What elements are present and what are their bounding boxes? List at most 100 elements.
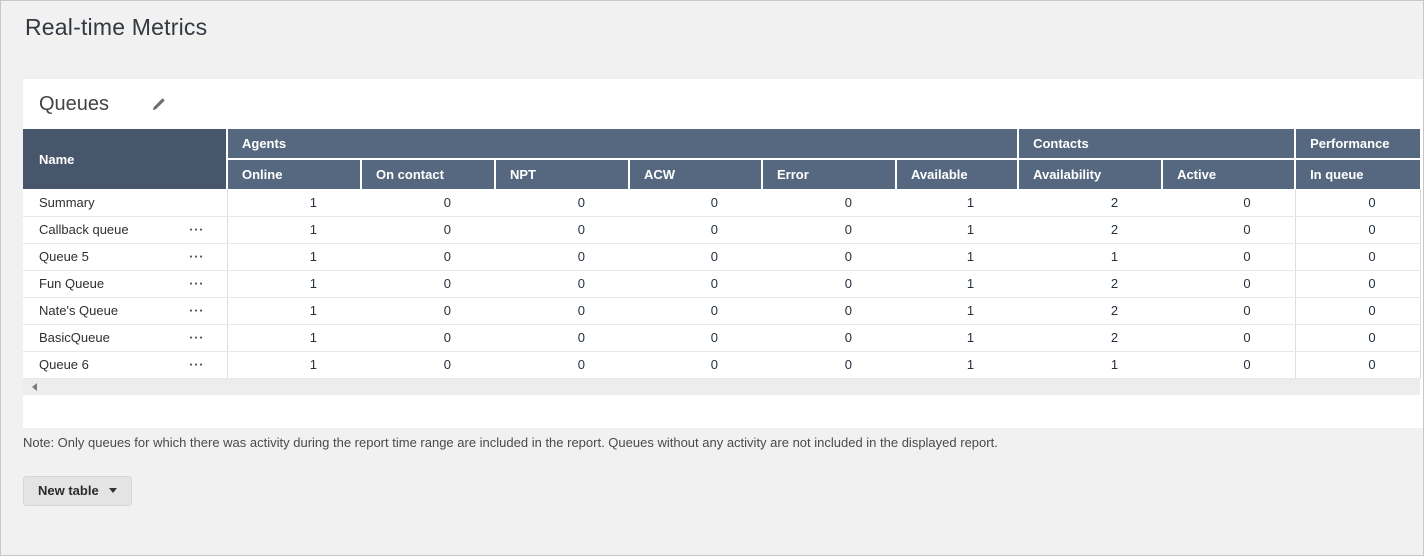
queue-name-cell: Summary — [23, 189, 228, 217]
table-row: Nate's Queue ●●● 1 0 0 0 0 1 2 0 0 — [23, 297, 1421, 325]
metric-cell: 1 — [227, 270, 361, 298]
table-row: Queue 5 ●●● 1 0 0 0 0 1 1 0 0 — [23, 243, 1421, 271]
metric-cell: 2 — [1018, 324, 1163, 352]
metric-cell: 1 — [896, 189, 1019, 217]
queue-name-cell: Queue 5 ●●● — [23, 243, 228, 271]
new-table-button[interactable]: New table — [23, 475, 132, 506]
metric-cell: 0 — [361, 351, 495, 379]
metric-cell: 0 — [762, 216, 896, 244]
metric-cell: 0 — [361, 189, 495, 217]
card-header: Queues — [23, 79, 1423, 129]
metric-cell: 0 — [629, 351, 762, 379]
metric-cell: 1 — [227, 243, 361, 271]
table-row: Queue 6 ●●● 1 0 0 0 0 1 1 0 0 — [23, 351, 1421, 379]
queue-name: Summary — [39, 194, 95, 210]
metric-cell: 1 — [896, 351, 1019, 379]
page-title: Real-time Metrics — [25, 14, 208, 40]
metric-cell: 0 — [495, 351, 629, 379]
queues-card: Queues Name Agents Contacts Performance Onli… — [23, 79, 1423, 428]
metric-cell: 1 — [227, 297, 361, 325]
report-note: Note: Only queues for which there was ac… — [23, 434, 998, 450]
card-bottom-spacer — [23, 394, 1423, 428]
metric-cell: 0 — [495, 216, 629, 244]
queue-name-cell: Fun Queue ●●● — [23, 270, 228, 298]
metric-cell: 0 — [495, 189, 629, 217]
table-row: BasicQueue ●●● 1 0 0 0 0 1 2 0 0 — [23, 324, 1421, 352]
metric-cell: 0 — [1162, 270, 1296, 298]
queue-name: Queue 5 — [39, 249, 89, 264]
metric-cell: 0 — [495, 324, 629, 352]
metric-cell: 0 — [1162, 216, 1296, 244]
metric-cell: 0 — [629, 216, 762, 244]
metric-cell: 0 — [762, 243, 896, 271]
metric-cell: 0 — [762, 324, 896, 352]
table-row: Fun Queue ●●● 1 0 0 0 0 1 2 0 0 — [23, 270, 1421, 298]
queue-name: Queue 6 — [39, 357, 89, 372]
metric-cell: 0 — [361, 216, 495, 244]
column-header-online: Online — [227, 159, 361, 189]
metric-cell: 0 — [1295, 324, 1421, 352]
metric-cell: 0 — [629, 189, 762, 217]
row-menu-ellipsis-icon[interactable]: ●●● — [189, 226, 205, 233]
metric-cell: 0 — [1162, 243, 1296, 271]
caret-down-icon — [108, 488, 117, 493]
metric-cell: 0 — [361, 297, 495, 325]
group-header-performance: Performance — [1294, 129, 1421, 160]
row-menu-ellipsis-icon[interactable]: ●●● — [189, 253, 205, 260]
table-row: Summary 1 0 0 0 0 1 2 0 0 — [23, 189, 1421, 217]
metric-cell: 1 — [227, 324, 361, 352]
metric-cell: 1 — [227, 189, 361, 217]
metric-cell: 0 — [1162, 324, 1296, 352]
queue-name-cell: Callback queue ●●● — [23, 216, 228, 244]
column-header-in-queue: In queue — [1294, 159, 1421, 189]
row-menu-ellipsis-icon[interactable]: ●●● — [189, 307, 205, 314]
metric-cell: 0 — [1162, 189, 1296, 217]
metric-cell: 0 — [361, 270, 495, 298]
metric-cell: 0 — [762, 270, 896, 298]
metric-cell: 0 — [1295, 243, 1421, 271]
row-menu-ellipsis-icon[interactable]: ●●● — [189, 361, 205, 368]
metric-cell: 0 — [495, 270, 629, 298]
metric-cell: 0 — [629, 243, 762, 271]
metric-cell: 0 — [361, 324, 495, 352]
row-menu-ellipsis-icon[interactable]: ●●● — [189, 334, 205, 341]
horizontal-scrollbar[interactable] — [23, 378, 1420, 395]
table-row: Callback queue ●●● 1 0 0 0 0 1 2 0 0 — [23, 216, 1421, 244]
metric-cell: 0 — [1295, 297, 1421, 325]
metric-cell: 0 — [1295, 189, 1421, 217]
column-header-availability: Availability — [1017, 159, 1163, 189]
column-header-acw: ACW — [628, 159, 762, 189]
column-header-error: Error — [761, 159, 896, 189]
metric-cell: 1 — [227, 216, 361, 244]
group-header-agents: Agents — [227, 129, 1019, 160]
column-header-active: Active — [1161, 159, 1296, 189]
group-header-contacts: Contacts — [1017, 129, 1296, 160]
queue-name-cell: BasicQueue ●●● — [23, 324, 228, 352]
scroll-left-arrow-icon[interactable] — [32, 382, 37, 391]
queue-name: Nate's Queue — [39, 303, 119, 318]
metric-cell: 2 — [1018, 189, 1163, 217]
metric-cell: 1 — [1018, 351, 1163, 379]
row-menu-ellipsis-icon[interactable]: ●●● — [189, 280, 205, 287]
metric-cell: 0 — [629, 297, 762, 325]
metric-cell: 0 — [762, 351, 896, 379]
column-header-name: Name — [23, 129, 228, 189]
metric-cell: 0 — [1295, 270, 1421, 298]
metric-cell: 1 — [1018, 243, 1163, 271]
queue-name: Callback queue — [39, 222, 129, 237]
metric-cell: 0 — [1295, 351, 1421, 379]
column-header-on-contact: On contact — [360, 159, 495, 189]
column-header-available: Available — [894, 159, 1019, 189]
metric-cell: 0 — [629, 270, 762, 298]
metric-cell: 1 — [896, 297, 1019, 325]
queue-name-cell: Nate's Queue ●●● — [23, 297, 228, 325]
queue-name: Fun Queue — [39, 276, 105, 291]
queues-table-body: Summary 1 0 0 0 0 1 2 0 0 Callback queue ●●● 1 0 0 0 0 1 2… — [23, 189, 1421, 379]
metric-cell: 0 — [1295, 216, 1421, 244]
edit-pencil-icon[interactable] — [151, 97, 166, 112]
metric-cell: 1 — [896, 216, 1019, 244]
card-title: Queues — [39, 92, 110, 115]
metric-cell: 0 — [1162, 351, 1296, 379]
metric-cell: 0 — [762, 189, 896, 217]
queues-table: Name Agents Contacts Performance Online On co… — [23, 129, 1421, 379]
